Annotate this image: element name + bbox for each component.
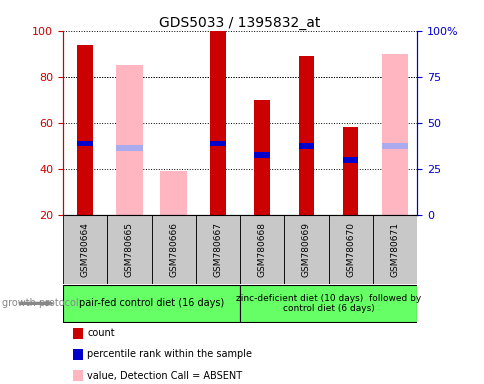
Text: GSM780668: GSM780668: [257, 222, 266, 277]
Bar: [240, 285, 416, 322]
Text: value, Detection Call = ABSENT: value, Detection Call = ABSENT: [87, 371, 242, 381]
Bar: [381, 143, 408, 149]
Bar: [298, 143, 314, 149]
Bar: [151, 215, 196, 284]
Bar: [63, 215, 107, 284]
Bar: [210, 141, 225, 146]
Text: GSM780667: GSM780667: [213, 222, 222, 277]
Bar: [107, 215, 151, 284]
Text: zinc-deficient diet (10 days)  followed by
control diet (6 days): zinc-deficient diet (10 days) followed b…: [236, 294, 420, 313]
Bar: [63, 285, 240, 322]
Text: GSM780666: GSM780666: [169, 222, 178, 277]
Bar: [240, 215, 284, 284]
Text: percentile rank within the sample: percentile rank within the sample: [87, 349, 252, 359]
Bar: [342, 127, 358, 215]
Bar: [298, 56, 314, 215]
Bar: [381, 54, 408, 215]
Bar: [328, 215, 372, 284]
Bar: [342, 157, 358, 163]
Bar: [116, 65, 142, 215]
Text: GSM780670: GSM780670: [346, 222, 354, 277]
Bar: [116, 146, 142, 151]
Text: GSM780669: GSM780669: [302, 222, 310, 277]
Text: GSM780671: GSM780671: [390, 222, 399, 277]
Text: count: count: [87, 328, 115, 338]
Bar: [254, 100, 270, 215]
Bar: [210, 31, 225, 215]
Text: GSM780664: GSM780664: [80, 222, 90, 277]
Text: growth protocol: growth protocol: [2, 298, 79, 308]
Bar: [77, 141, 93, 146]
Bar: [284, 215, 328, 284]
Title: GDS5033 / 1395832_at: GDS5033 / 1395832_at: [159, 16, 320, 30]
Bar: [372, 215, 416, 284]
Text: GSM780665: GSM780665: [125, 222, 134, 277]
Text: pair-fed control diet (16 days): pair-fed control diet (16 days): [79, 298, 224, 308]
Bar: [160, 171, 186, 215]
Bar: [77, 45, 93, 215]
Bar: [254, 152, 270, 158]
Bar: [196, 215, 240, 284]
